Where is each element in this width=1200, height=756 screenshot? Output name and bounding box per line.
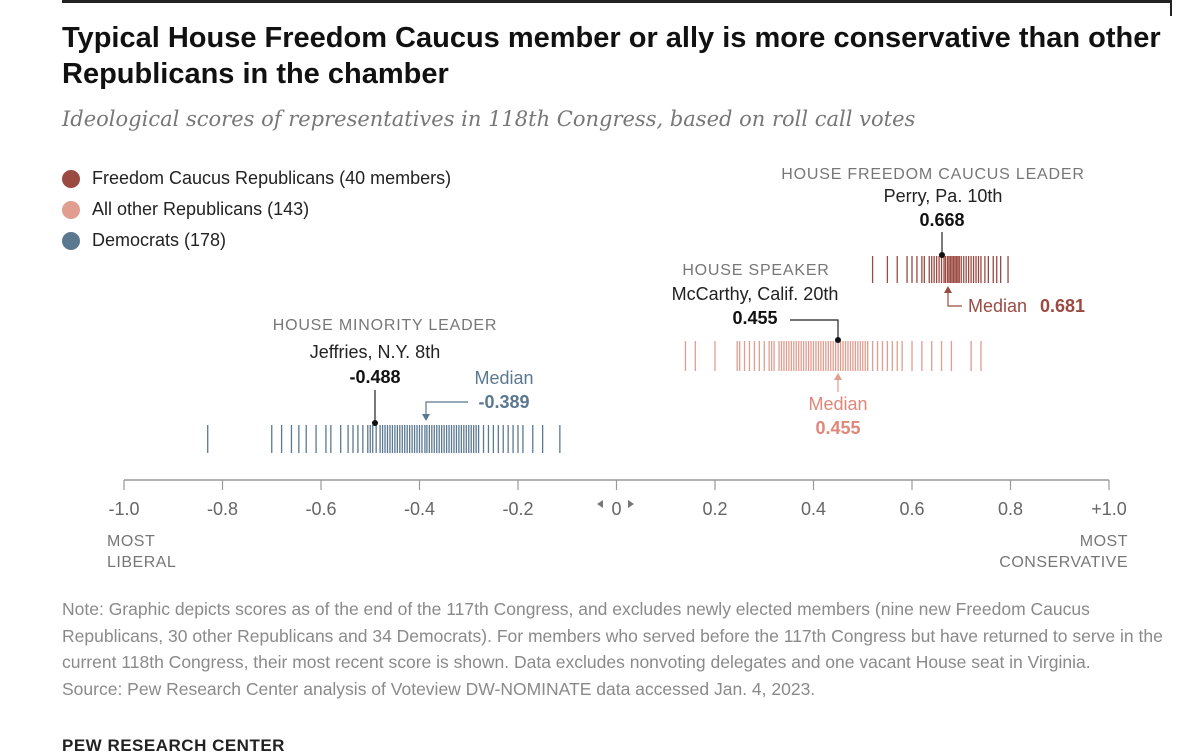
x-tick-label-1: -1.0 xyxy=(108,499,139,519)
speaker-dot xyxy=(835,337,841,343)
legend-label-freedom-caucus: Freedom Caucus Republicans (40 members) xyxy=(92,168,452,188)
x-tick-label-9: 0.6 xyxy=(899,499,924,519)
axis-right-end-label-1: MOST xyxy=(1080,533,1128,550)
legend-label-democrats: Democrats (178) xyxy=(92,230,227,250)
fc-median-arrow-icon xyxy=(944,286,952,293)
x-tick-label-6: 0 xyxy=(611,499,621,519)
fc-leader-dot xyxy=(939,252,945,258)
rep-median-label: Median xyxy=(808,394,867,414)
strip-marks xyxy=(207,256,1009,453)
fc-median-value: 0.681 xyxy=(1040,296,1085,316)
top-border xyxy=(62,0,1172,3)
x-tick-label-10: 0.8 xyxy=(998,499,1023,519)
axis-right-end-label-2: CONSERVATIVE xyxy=(999,554,1128,571)
notes: Note: Graphic depicts scores as of the e… xyxy=(62,596,1172,702)
x-tick-label-3: -0.6 xyxy=(305,499,336,519)
x-axis-ticks: -1.0 -0.8 -0.6 -0.4 -0.2 0 0.2 0.4 0.6 0.8 +1.0 xyxy=(108,480,1127,519)
axis-left-end-label-2: LIBERAL xyxy=(107,554,176,571)
legend-item-democrats: Democrats (178) xyxy=(62,225,451,256)
source-text: Source: Pew Research Center analysis of … xyxy=(62,678,816,699)
speaker-score: 0.455 xyxy=(732,308,777,328)
organization-credit: PEW RESEARCH CENTER xyxy=(62,736,285,755)
fc-leader-score: 0.668 xyxy=(919,210,964,230)
chart-title: Typical House Freedom Caucus member or a… xyxy=(62,22,1161,90)
speaker-role: HOUSE SPEAKER xyxy=(682,262,829,279)
dem-median-label: Median xyxy=(474,368,533,388)
fc-leader-name: Perry, Pa. 10th xyxy=(884,186,1003,206)
right-border xyxy=(1170,0,1172,16)
x-tick-label-2: -0.8 xyxy=(207,499,238,519)
rep-median-value: 0.455 xyxy=(815,418,860,438)
fc-leader-role: HOUSE FREEDOM CAUCUS LEADER xyxy=(781,166,1084,183)
speaker-name: McCarthy, Calif. 20th xyxy=(672,284,839,304)
speaker-pointer-line xyxy=(790,319,839,339)
minority-leader-role: HOUSE MINORITY LEADER xyxy=(273,317,498,334)
minority-leader-dot xyxy=(372,420,378,426)
legend: Freedom Caucus Republicans (40 members) … xyxy=(62,163,451,256)
fc-median-label: Median xyxy=(968,296,1027,316)
arrow-right-icon xyxy=(628,500,634,508)
strip-chart: -1.0 -0.8 -0.6 -0.4 -0.2 0 0.2 0.4 0.6 0.8 +1.0 MO… xyxy=(107,166,1128,571)
legend-dot-other-republicans xyxy=(62,200,80,219)
legend-label-other-republicans: All other Republicans (143) xyxy=(92,199,310,219)
legend-item-freedom-caucus: Freedom Caucus Republicans (40 members) xyxy=(62,163,451,194)
axis-left-end-label-1: MOST xyxy=(107,533,155,550)
chart-subtitle: Ideological scores of representatives in… xyxy=(62,107,916,131)
minority-leader-name: Jeffries, N.Y. 8th xyxy=(310,342,440,362)
fc-median-leader-line xyxy=(947,293,962,307)
x-tick-label-5: -0.2 xyxy=(502,499,533,519)
dem-median-value: -0.389 xyxy=(478,392,529,412)
x-tick-label-4: -0.4 xyxy=(404,499,435,519)
dem-median-leader-line xyxy=(425,401,468,415)
x-tick-label-11: +1.0 xyxy=(1091,499,1127,519)
x-tick-label-8: 0.4 xyxy=(801,499,826,519)
minority-leader-score: -0.488 xyxy=(349,367,400,387)
dem-median-arrow-icon xyxy=(422,414,430,421)
rep-median-arrow-icon xyxy=(834,373,842,380)
legend-dot-democrats xyxy=(62,231,80,250)
arrow-left-icon xyxy=(597,500,603,508)
legend-dot-freedom-caucus xyxy=(62,169,80,188)
legend-item-other-republicans: All other Republicans (143) xyxy=(62,194,451,225)
note-text: Note: Graphic depicts scores as of the e… xyxy=(62,599,1163,672)
x-tick-label-7: 0.2 xyxy=(702,499,727,519)
